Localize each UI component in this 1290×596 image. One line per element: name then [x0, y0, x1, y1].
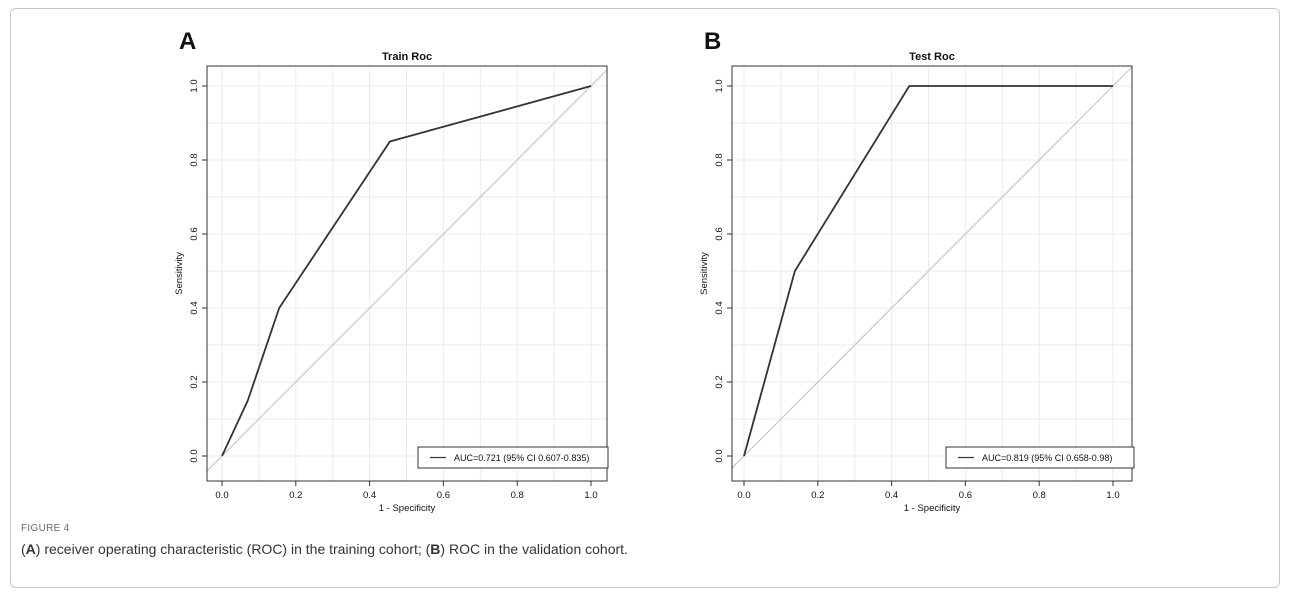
caption-part: B	[430, 541, 441, 557]
x-axis-label: 1 - Specificity	[379, 503, 436, 514]
legend-box	[945, 446, 1135, 469]
y-tick-label: 0.4	[189, 301, 200, 314]
x-tick-label: 0.0	[737, 490, 750, 501]
x-tick-label: 0.8	[1033, 490, 1046, 501]
figure-svg: A Train Roc 0.0 0.2 0.4 0.6 0.8 1.0 0.0 0.2 0.4 0.6…	[174, 28, 1135, 514]
reference-diagonal-line	[732, 66, 1132, 469]
y-tick-label: 0.0	[714, 449, 725, 462]
y-tick-label: 0.8	[189, 153, 200, 166]
x-tick-label: 0.4	[885, 490, 898, 501]
caption-part: (	[21, 541, 26, 557]
y-tick-label: 0.4	[714, 301, 725, 314]
plot-area-border	[731, 65, 1133, 482]
legend-box	[417, 446, 609, 469]
y-tick-label: 0.2	[189, 375, 200, 388]
y-tick-label: 0.6	[189, 227, 200, 240]
x-axis-label: 1 - Specificity	[904, 503, 961, 514]
figure-label: FIGURE 4	[21, 523, 70, 534]
panel-letter: B	[704, 28, 721, 55]
x-tick-label: 0.6	[437, 490, 450, 501]
y-tick-label: 1.0	[714, 79, 725, 92]
roc-curve-line	[743, 85, 1113, 457]
chart-title: Train Roc	[382, 51, 432, 63]
y-tick-label: 1.0	[189, 79, 200, 92]
x-tick-label: 0.0	[215, 490, 228, 501]
plot-area-border	[206, 65, 608, 482]
y-tick-label: 0.0	[189, 449, 200, 462]
figure-caption-text: (A) receiver operating characteristic (R…	[21, 541, 628, 557]
y-axis-label: Sensitivity	[699, 252, 710, 295]
caption-part: ) receiver operating characteristic (ROC…	[35, 541, 431, 557]
x-tick-label: 0.2	[289, 490, 302, 501]
legend-label: AUC=0.721 (95% CI 0.607-0.835)	[454, 453, 589, 463]
x-tick-label: 1.0	[1106, 490, 1119, 501]
chart-title: Test Roc	[909, 51, 955, 63]
reference-diagonal-line	[207, 69, 607, 472]
x-tick-label: 0.4	[363, 490, 376, 501]
x-tick-label: 0.6	[959, 490, 972, 501]
figure-frame: A Train Roc 0.0 0.2 0.4 0.6 0.8 1.0 0.0 0.2 0.4 0.6…	[10, 8, 1280, 588]
panel-letter: A	[179, 28, 196, 55]
y-tick-label: 0.8	[714, 153, 725, 166]
y-axis-label: Sensitivity	[174, 252, 185, 295]
roc-curve-line	[221, 85, 592, 457]
caption-part: ) ROC in the validation cohort.	[440, 541, 628, 557]
x-tick-label: 0.8	[511, 490, 524, 501]
x-tick-label: 0.2	[811, 490, 824, 501]
legend-label: AUC=0.819 (95% CI 0.658-0.98)	[982, 453, 1112, 463]
y-tick-label: 0.2	[714, 375, 725, 388]
x-tick-label: 1.0	[584, 490, 597, 501]
y-tick-label: 0.6	[714, 227, 725, 240]
caption-part: A	[25, 541, 36, 557]
